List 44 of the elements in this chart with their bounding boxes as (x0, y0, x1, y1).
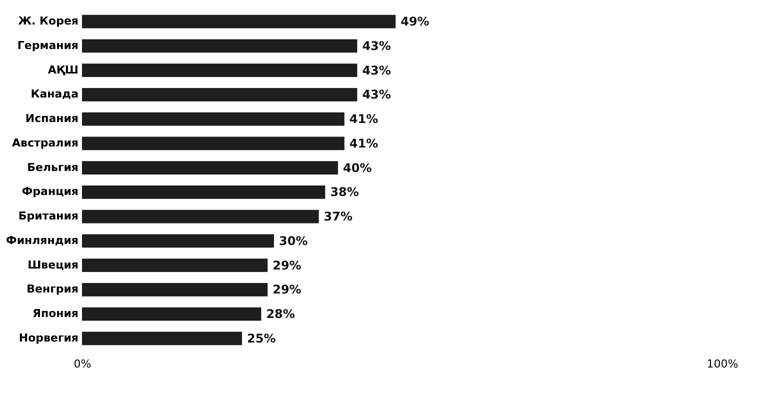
bar (82, 332, 242, 346)
bar (82, 307, 262, 321)
y-tick-label: Канада (30, 88, 78, 101)
data-label: 49% (400, 14, 430, 29)
data-label: 41% (349, 136, 378, 150)
data-label: 28% (266, 307, 295, 322)
bar (82, 39, 358, 53)
x-tick-label: 0% (74, 358, 92, 370)
y-tick-label: Германия (17, 38, 78, 52)
bar (82, 64, 358, 78)
bar (82, 88, 358, 102)
bar (82, 161, 338, 175)
data-label: 43% (362, 63, 391, 78)
data-label: 29% (272, 282, 302, 297)
bar (82, 234, 274, 248)
y-tick-label: АҚШ (48, 63, 78, 76)
data-label: 43% (362, 88, 391, 102)
x-tick-label: 100% (706, 358, 738, 370)
data-label: 43% (362, 38, 391, 53)
y-tick-label: Венгрия (26, 282, 78, 296)
y-tick-label: Норвегия (18, 331, 78, 344)
data-label: 40% (343, 160, 372, 175)
y-tick-label: Швеция (28, 258, 78, 272)
bar (82, 136, 344, 150)
data-label: 41% (349, 112, 378, 126)
data-label: 38% (330, 185, 359, 200)
bar (82, 14, 396, 28)
bar (82, 112, 344, 126)
data-label: 37% (324, 210, 353, 224)
y-tick-label: Британия (18, 210, 78, 223)
bar (82, 282, 268, 296)
bar (82, 210, 319, 224)
y-tick-label: Испания (25, 112, 78, 126)
data-label: 29% (272, 258, 302, 272)
data-label: 30% (279, 234, 308, 248)
y-tick-label: Франция (22, 185, 78, 198)
bar (82, 185, 326, 199)
data-label: 25% (247, 331, 276, 346)
y-tick-label: Бельгия (27, 160, 78, 174)
y-tick-label: Финляндия (6, 234, 78, 247)
y-tick-label: Япония (32, 307, 78, 320)
y-tick-label: Ж. Корея (18, 14, 78, 28)
bar (82, 258, 268, 272)
y-tick-label: Австралия (12, 136, 78, 150)
